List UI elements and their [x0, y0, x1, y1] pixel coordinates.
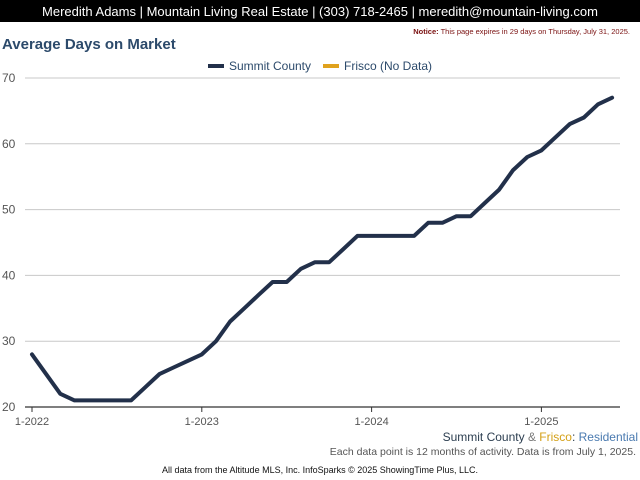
footer-amp: & — [524, 430, 540, 444]
chart-title: Average Days on Market — [2, 36, 176, 53]
y-tick-label-30: 30 — [2, 334, 16, 348]
footer-colon: : — [571, 430, 579, 444]
legend-label-frisco: Frisco (No Data) — [344, 59, 433, 73]
legend-item-summit-county[interactable]: Summit County — [207, 59, 311, 73]
legend-item-frisco[interactable]: Frisco (No Data) — [323, 59, 432, 73]
agent-contact-header: Meredith Adams | Mountain Living Real Es… — [0, 0, 640, 22]
notice-text: This page expires in 29 days on Thursday… — [440, 27, 630, 36]
y-tick-label-70: 70 — [2, 71, 16, 85]
footer-frisco: Frisco — [539, 430, 572, 444]
x-tick-label-1-2024: 1-2024 — [354, 416, 388, 428]
chart-legend: Summit County Frisco (No Data) — [0, 58, 640, 74]
x-tick-label-1-2023: 1-2023 — [185, 416, 219, 428]
legend-label-summit-county: Summit County — [228, 59, 311, 73]
data-note: Each data point is 12 months of activity… — [329, 446, 636, 458]
legend-swatch-frisco — [323, 64, 339, 68]
x-tick-label-1-2025: 1-2025 — [524, 416, 558, 428]
agent-contact-text: Meredith Adams | Mountain Living Real Es… — [42, 3, 598, 19]
y-tick-label-60: 60 — [2, 137, 16, 151]
expiry-notice: Notice: This page expires in 29 days on … — [413, 27, 630, 36]
series-line-0 — [30, 95, 615, 403]
region-footer-label: Summit County & Frisco: Residential — [443, 430, 638, 444]
legend-swatch-summit-county — [207, 64, 224, 68]
notice-label: Notice: — [413, 27, 439, 36]
x-tick-label-1-2022: 1-2022 — [15, 416, 49, 428]
y-tick-label-50: 50 — [2, 203, 16, 217]
source-note: All data from the Altitude MLS, Inc. Inf… — [162, 465, 478, 475]
y-tick-label-40: 40 — [2, 268, 16, 282]
y-tick-label-20: 20 — [2, 400, 16, 414]
footer-residential: Residential — [578, 430, 638, 444]
footer-summit: Summit County — [442, 430, 525, 444]
